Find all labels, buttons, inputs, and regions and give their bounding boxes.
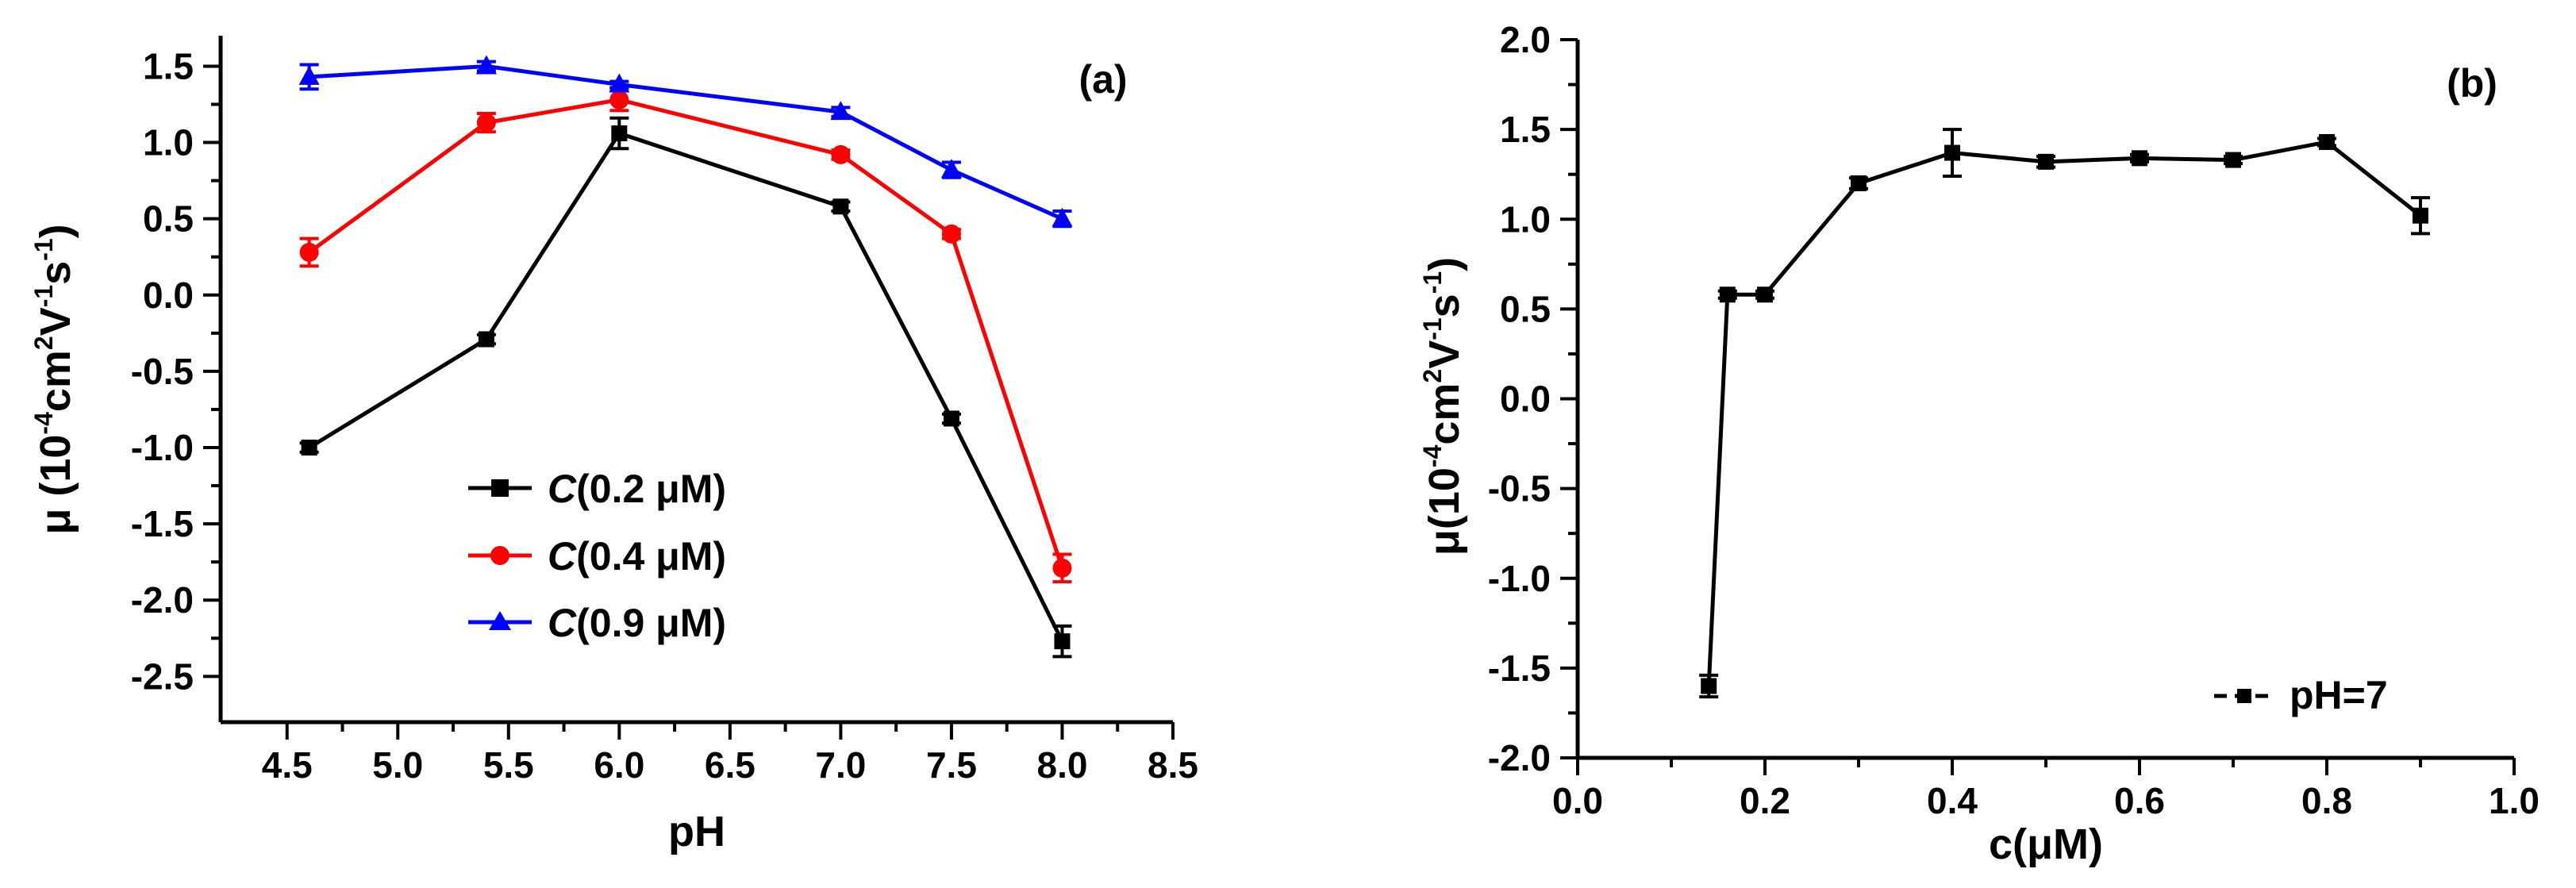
data-point-square [1944, 144, 1960, 161]
x-tick-label: 1.0 [2489, 780, 2539, 821]
y-tick-label: -0.5 [1488, 468, 1551, 509]
y-tick-label: 1.0 [1500, 198, 1551, 240]
data-point-circle [941, 224, 961, 244]
x-tick-label: 6.5 [705, 744, 755, 786]
data-point-square [832, 198, 849, 215]
x-tick-label: 8.5 [1148, 744, 1198, 786]
y-tick-label: 0.5 [1500, 288, 1551, 329]
x-tick-label: 0.0 [1552, 780, 1603, 821]
data-point-square [2413, 207, 2428, 224]
data-point-triangle [1052, 207, 1073, 227]
legend-item-c-0-4: C(0.4 μM) [468, 534, 726, 579]
x-tick-label: 6.0 [594, 744, 644, 786]
y-tick-label: -2.0 [131, 579, 194, 621]
data-point-square [301, 440, 317, 456]
x-tick-label: 0.4 [1927, 780, 1978, 821]
y-tick-label: -0.5 [131, 351, 194, 392]
series-a-0 [299, 116, 1072, 659]
y-tick-label: 1.5 [1500, 109, 1551, 150]
series-b-0 [1699, 128, 2430, 699]
series-a-1 [299, 87, 1072, 584]
y-tick-label: 1.0 [143, 122, 194, 163]
legend-label-c-0-9: C(0.9 μM) [548, 601, 726, 645]
data-point-circle [609, 90, 629, 110]
legend-item-c-0-9: C(0.9 μM) [468, 601, 726, 645]
data-point-triangle [940, 159, 962, 179]
data-point-triangle [609, 73, 630, 93]
data-point-square [2038, 153, 2054, 170]
data-point-triangle [830, 101, 852, 121]
panel-a-ticks: 4.5 5.0 5.5 6.0 6.5 7.0 7.5 8.0 8.5 1.5 1.0 0.5 0.0 -… [131, 45, 1198, 786]
y-tick-label: -1.0 [1488, 558, 1551, 599]
y-tick-label: -2.0 [1488, 737, 1551, 778]
data-point-square [2319, 133, 2335, 150]
legend-marker-triangle [489, 611, 511, 630]
x-tick-label: 7.5 [926, 744, 977, 786]
panel-a: 4.5 5.0 5.5 6.0 6.5 7.0 7.5 8.0 8.5 1.5 1.0 0.5 0.0 -… [29, 36, 1198, 855]
data-point-circle [1052, 558, 1072, 578]
x-tick-label: 0.2 [1740, 780, 1790, 821]
panel-b-label: (b) [2447, 61, 2497, 106]
data-point-circle [831, 144, 851, 164]
x-tick-label: 5.0 [372, 744, 423, 786]
data-point-square [611, 125, 628, 142]
y-tick-label: -1.0 [131, 427, 194, 468]
legend-marker-circle [490, 546, 509, 565]
data-point-square [1757, 286, 1773, 303]
data-point-circle [476, 113, 496, 133]
x-tick-label: 4.5 [262, 744, 313, 786]
data-point-triangle [475, 55, 497, 75]
x-tick-label: 0.8 [2301, 780, 2352, 821]
data-point-square [2132, 150, 2147, 167]
legend-label-ph-7: pH=7 [2290, 673, 2388, 717]
panel-b-ticks: 0.0 0.2 0.4 0.6 0.8 1.0 2.0 1.5 1.0 0.5 0.0 -0.5 -1.… [1488, 19, 2539, 821]
data-point-circle [299, 242, 319, 262]
data-point-square [1719, 286, 1736, 303]
y-tick-label: -1.5 [131, 503, 194, 544]
legend-label-c-0-2: C(0.2 μM) [548, 467, 726, 511]
panel-b-y-title: μ(10-4cm2V-1s-1) [1418, 257, 1468, 555]
data-point-square [2225, 152, 2241, 168]
panel-b-series [1699, 128, 2430, 699]
panel-a-legend: C(0.2 μM) C(0.4 μM) C(0.9 μM) [468, 467, 726, 645]
panel-a-label: (a) [1078, 57, 1127, 102]
series-line [308, 131, 1064, 643]
panel-a-x-title: pH [668, 808, 725, 855]
panel-a-y-title: μ (10-4cm2V-1s-1) [29, 224, 79, 534]
y-tick-label: -2.5 [131, 655, 194, 697]
y-tick-label: -1.5 [1488, 648, 1551, 689]
legend-marker-square [491, 479, 509, 497]
data-point-square [1851, 175, 1867, 191]
series-line [309, 63, 1063, 221]
y-tick-label: 1.5 [143, 45, 194, 86]
x-tick-label: 8.0 [1036, 744, 1087, 786]
legend-label-c-0-4: C(0.4 μM) [548, 534, 726, 579]
panel-b-x-title: c(μM) [1989, 821, 2103, 868]
series-a-2 [298, 55, 1073, 229]
panel-a-series [298, 55, 1073, 659]
x-tick-label: 0.6 [2114, 780, 2165, 821]
data-point-triangle [298, 65, 320, 85]
data-point-square [478, 331, 494, 348]
y-tick-label: 0.0 [143, 275, 194, 316]
data-point-square [1701, 678, 1717, 694]
y-tick-label: 0.5 [143, 198, 194, 240]
x-tick-label: 5.5 [483, 744, 534, 786]
legend-marker-square [2237, 689, 2251, 703]
data-point-square [943, 410, 959, 427]
series-line [1706, 140, 2422, 686]
panel-b: 0.0 0.2 0.4 0.6 0.8 1.0 2.0 1.5 1.0 0.5 0.0 -0.5 -1.… [1418, 19, 2539, 868]
series-line [308, 98, 1064, 569]
panel-b-legend: pH=7 [2214, 673, 2388, 717]
legend-item-c-0-2: C(0.2 μM) [468, 467, 726, 511]
y-tick-label: 0.0 [1500, 379, 1551, 420]
y-tick-label: 2.0 [1500, 19, 1551, 60]
x-tick-label: 7.0 [815, 744, 866, 786]
data-point-square [1054, 633, 1071, 650]
